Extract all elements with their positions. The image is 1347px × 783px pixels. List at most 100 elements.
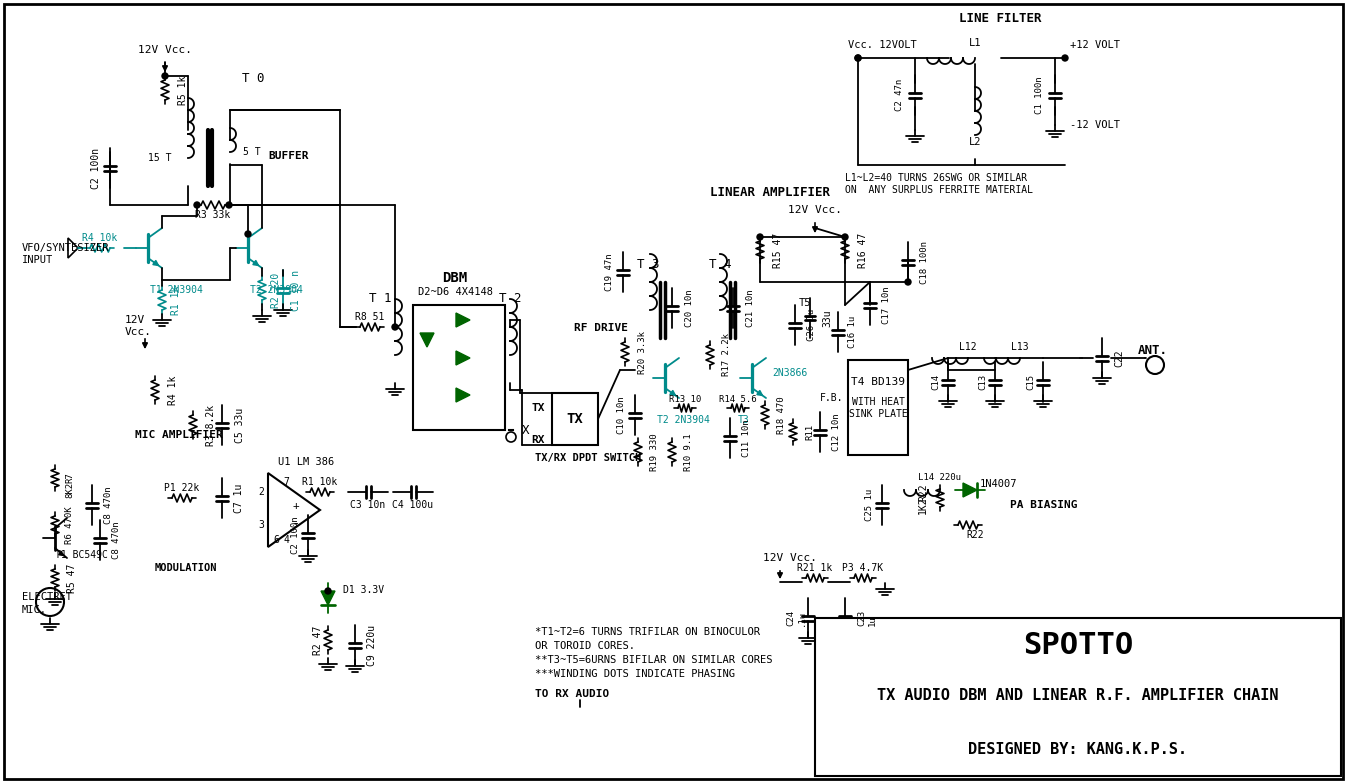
Text: MIC AMPLIFIER: MIC AMPLIFIER <box>135 430 222 440</box>
Text: 3: 3 <box>259 520 264 530</box>
Text: R4 1k: R4 1k <box>168 375 178 405</box>
Text: R3 8.2k: R3 8.2k <box>206 405 216 446</box>
Text: R22: R22 <box>966 530 983 540</box>
Text: R5 47: R5 47 <box>67 563 77 593</box>
Text: C20 10n: C20 10n <box>686 289 694 327</box>
Text: R15 47: R15 47 <box>773 233 783 268</box>
Text: RF DRIVE: RF DRIVE <box>574 323 628 333</box>
Text: L1: L1 <box>968 38 981 48</box>
Text: R7: R7 <box>65 473 74 483</box>
Text: -12 VOLT: -12 VOLT <box>1070 120 1119 130</box>
Text: 12V Vcc.: 12V Vcc. <box>137 45 193 55</box>
Circle shape <box>226 202 232 208</box>
Text: L13: L13 <box>1012 342 1029 352</box>
Circle shape <box>905 279 911 285</box>
Text: C16 1u: C16 1u <box>849 316 857 348</box>
Text: BUFFER: BUFFER <box>268 151 308 161</box>
Circle shape <box>757 234 762 240</box>
Text: 12V: 12V <box>125 315 145 325</box>
Text: L14 220u: L14 220u <box>919 474 962 482</box>
Text: T 4: T 4 <box>709 258 731 272</box>
Text: C13: C13 <box>978 374 987 390</box>
Text: T 2: T 2 <box>498 291 521 305</box>
Text: F.B.: F.B. <box>819 393 843 403</box>
Text: C14: C14 <box>932 374 940 390</box>
Text: C10 10n: C10 10n <box>617 396 626 434</box>
Text: TX AUDIO DBM AND LINEAR R.F. AMPLIFIER CHAIN: TX AUDIO DBM AND LINEAR R.F. AMPLIFIER C… <box>877 688 1278 703</box>
Text: ON  ANY SURPLUS FERRITE MATERIAL: ON ANY SURPLUS FERRITE MATERIAL <box>845 185 1033 195</box>
Circle shape <box>194 202 199 208</box>
Text: 7: 7 <box>283 477 288 487</box>
Text: L1~L2=40 TURNS 26SWG OR SIMILAR: L1~L2=40 TURNS 26SWG OR SIMILAR <box>845 173 1028 183</box>
Text: DBM: DBM <box>442 271 467 285</box>
Bar <box>849 360 908 455</box>
Text: TX: TX <box>531 403 544 413</box>
Circle shape <box>392 324 397 330</box>
Text: C25 1u: C25 1u <box>866 489 874 521</box>
Text: INPUT: INPUT <box>22 255 54 265</box>
Polygon shape <box>457 351 470 365</box>
Text: MODULATION: MODULATION <box>155 563 217 573</box>
Polygon shape <box>420 333 434 347</box>
Text: R16 47: R16 47 <box>858 233 867 268</box>
Text: ANT.: ANT. <box>1138 344 1168 356</box>
Text: T 0: T 0 <box>242 71 264 85</box>
Text: X: X <box>523 424 529 436</box>
Text: T5: T5 <box>799 298 811 308</box>
Text: +: + <box>292 501 299 511</box>
Text: SPOTTO: SPOTTO <box>1022 630 1133 659</box>
Text: TO RX AUDIO: TO RX AUDIO <box>535 689 609 699</box>
Text: 1K2: 1K2 <box>919 496 928 514</box>
Text: 12V Vcc.: 12V Vcc. <box>762 553 818 563</box>
Text: R8 51: R8 51 <box>356 312 385 322</box>
Text: C11 10n: C11 10n <box>742 419 752 456</box>
Text: +12 VOLT: +12 VOLT <box>1070 40 1119 50</box>
Text: C1 100n: C1 100n <box>1036 76 1044 114</box>
Text: R10 9.1: R10 9.1 <box>684 433 692 471</box>
Text: **T3~T5=6URNS BIFILAR ON SIMILAR CORES: **T3~T5=6URNS BIFILAR ON SIMILAR CORES <box>535 655 772 665</box>
Text: *T1~T2=6 TURNS TRIFILAR ON BINOCULOR: *T1~T2=6 TURNS TRIFILAR ON BINOCULOR <box>535 627 760 637</box>
Text: LINEAR AMPLIFIER: LINEAR AMPLIFIER <box>710 186 830 200</box>
Text: C4 100u: C4 100u <box>392 500 434 510</box>
Text: T4 BD139: T4 BD139 <box>851 377 905 387</box>
Text: 33u: 33u <box>822 309 832 327</box>
Text: T2 2N3904: T2 2N3904 <box>657 415 710 425</box>
Text: R14 5.6: R14 5.6 <box>719 395 757 405</box>
Text: C12 10n: C12 10n <box>832 413 841 451</box>
Bar <box>552 393 598 445</box>
Text: 2: 2 <box>259 487 264 497</box>
Text: R17 2.2k: R17 2.2k <box>722 334 731 377</box>
Text: L12: L12 <box>959 342 977 352</box>
Text: P1 22k: P1 22k <box>164 483 199 493</box>
Text: R21 1k: R21 1k <box>797 563 832 573</box>
Text: C5 33u: C5 33u <box>234 407 245 442</box>
Text: C3 10n: C3 10n <box>350 500 385 510</box>
Text: OR TOROID CORES.: OR TOROID CORES. <box>535 641 634 651</box>
Text: T3: T3 <box>738 415 750 425</box>
Text: R2 220: R2 220 <box>271 272 282 308</box>
Text: C18 100n: C18 100n <box>920 240 929 283</box>
Text: D2~D6 4X4148: D2~D6 4X4148 <box>418 287 493 297</box>
Text: C21 10n: C21 10n <box>746 289 756 327</box>
Text: R13 10: R13 10 <box>669 395 702 405</box>
Text: C19 47n: C19 47n <box>606 253 614 290</box>
Text: R20 3.3k: R20 3.3k <box>638 330 647 373</box>
Text: C15: C15 <box>1026 374 1036 390</box>
Text: SINK PLATE: SINK PLATE <box>849 409 908 419</box>
Text: C9 220u: C9 220u <box>366 624 377 666</box>
Circle shape <box>842 234 849 240</box>
Polygon shape <box>963 483 977 497</box>
Text: ***WINDING DOTS INDICATE PHASING: ***WINDING DOTS INDICATE PHASING <box>535 669 735 679</box>
Text: PA BIASING: PA BIASING <box>1010 500 1078 510</box>
Text: R4 10k: R4 10k <box>82 233 117 243</box>
Text: 8K2: 8K2 <box>65 482 74 498</box>
Circle shape <box>245 231 251 237</box>
Text: L2: L2 <box>968 137 981 147</box>
Text: C7 1u: C7 1u <box>234 483 244 513</box>
Text: R18 470: R18 470 <box>777 396 787 434</box>
Text: C24
.1u: C24 .1u <box>787 610 806 626</box>
Text: 15 T: 15 T <box>148 153 172 163</box>
Text: C2 100n: C2 100n <box>291 516 300 554</box>
Text: C1 10 n: C1 10 n <box>291 269 300 311</box>
Text: C23
1u: C23 1u <box>857 610 877 626</box>
